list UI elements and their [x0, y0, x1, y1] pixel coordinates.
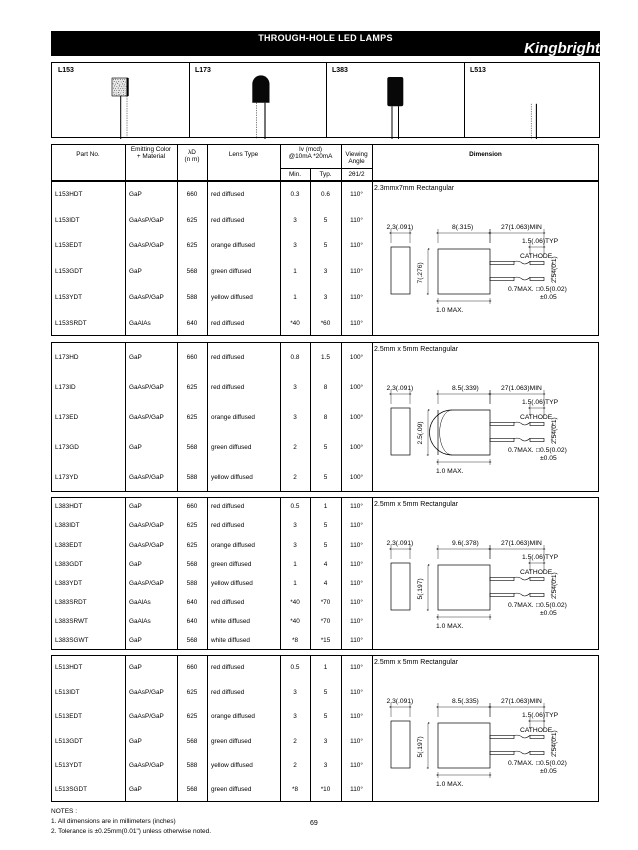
svg-text:7(.276): 7(.276)	[417, 262, 424, 283]
svg-text:□0.5(0.02): □0.5(0.02)	[536, 760, 567, 767]
svg-text:1.0 MAX.: 1.0 MAX.	[436, 781, 464, 788]
svg-text:CATHODE: CATHODE	[520, 727, 553, 734]
svg-text:2.3(.091): 2.3(.091)	[387, 224, 414, 231]
svg-text:1.5(.06)TYP: 1.5(.06)TYP	[522, 238, 559, 245]
svg-text:0.7MAX.: 0.7MAX.	[508, 286, 534, 293]
svg-text:2.5mm x 5mm Rectangular: 2.5mm x 5mm Rectangular	[374, 659, 459, 666]
svg-text:CATHODE: CATHODE	[520, 414, 553, 421]
svg-text:27(1.063)MIN: 27(1.063)MIN	[501, 224, 542, 231]
svg-text:5(.197): 5(.197)	[417, 578, 424, 599]
svg-text:9.6(.378): 9.6(.378)	[452, 540, 479, 547]
svg-text:27(1.063)MIN: 27(1.063)MIN	[501, 385, 542, 392]
svg-text:1.5(.06)TYP: 1.5(.06)TYP	[522, 399, 559, 406]
svg-text:27(1.063)MIN: 27(1.063)MIN	[501, 540, 542, 547]
svg-text:2.5mm x 5mm Rectangular: 2.5mm x 5mm Rectangular	[374, 346, 459, 353]
svg-text:1.5(.06)TYP: 1.5(.06)TYP	[522, 712, 559, 719]
svg-text:□0.5(0.02): □0.5(0.02)	[536, 286, 567, 293]
svg-text:5(.197): 5(.197)	[417, 736, 424, 757]
svg-text:CATHODE: CATHODE	[520, 569, 553, 576]
svg-text:2.3(.091): 2.3(.091)	[387, 698, 414, 705]
svg-text:1.0 MAX.: 1.0 MAX.	[436, 468, 464, 475]
svg-text:2.54(0.1): 2.54(0.1)	[551, 417, 558, 444]
svg-text:1.0 MAX.: 1.0 MAX.	[436, 623, 464, 630]
svg-text:0.7MAX.: 0.7MAX.	[508, 760, 534, 767]
svg-text:8.5(.335): 8.5(.335)	[452, 698, 479, 705]
svg-text:2.5mm x 5mm Rectangular: 2.5mm x 5mm Rectangular	[374, 501, 459, 508]
svg-text:2.3(.091): 2.3(.091)	[387, 385, 414, 392]
svg-text:2.54(0.1): 2.54(0.1)	[551, 572, 558, 599]
svg-text:8.5(.339): 8.5(.339)	[452, 385, 479, 392]
svg-text:□0.5(0.02): □0.5(0.02)	[536, 447, 567, 454]
svg-text:±0.05: ±0.05	[540, 455, 557, 462]
svg-text:8(.315): 8(.315)	[452, 224, 473, 231]
svg-text:□0.5(0.02): □0.5(0.02)	[536, 602, 567, 609]
svg-text:2.54(0.1): 2.54(0.1)	[551, 730, 558, 757]
svg-text:2.5(.09): 2.5(.09)	[417, 421, 424, 444]
svg-text:±0.05: ±0.05	[540, 610, 557, 617]
svg-text:±0.05: ±0.05	[540, 768, 557, 775]
svg-text:2.54(0.1): 2.54(0.1)	[551, 256, 558, 283]
svg-text:1.0 MAX.: 1.0 MAX.	[436, 307, 464, 314]
svg-text:0.7MAX.: 0.7MAX.	[508, 447, 534, 454]
svg-text:2.3mmx7mm Rectangular: 2.3mmx7mm Rectangular	[374, 185, 455, 192]
svg-text:0.7MAX.: 0.7MAX.	[508, 602, 534, 609]
svg-text:CATHODE: CATHODE	[520, 253, 553, 260]
svg-text:27(1.063)MIN: 27(1.063)MIN	[501, 698, 542, 705]
svg-text:1.5(.06)TYP: 1.5(.06)TYP	[522, 554, 559, 561]
svg-text:±0.05: ±0.05	[540, 294, 557, 301]
svg-text:2.3(.091): 2.3(.091)	[387, 540, 414, 547]
